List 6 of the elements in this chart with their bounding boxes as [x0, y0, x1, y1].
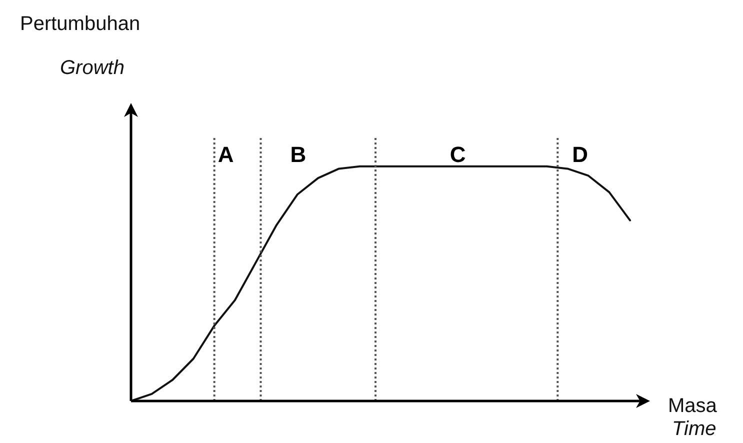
annotation: B: [290, 142, 306, 167]
annotation: D: [572, 142, 588, 167]
annotation: A: [218, 142, 234, 167]
y-axis-title: Pertumbuhan Growth: [20, 13, 140, 79]
x-axis-title: Masa Time: [668, 395, 717, 440]
annotation: C: [450, 142, 466, 167]
